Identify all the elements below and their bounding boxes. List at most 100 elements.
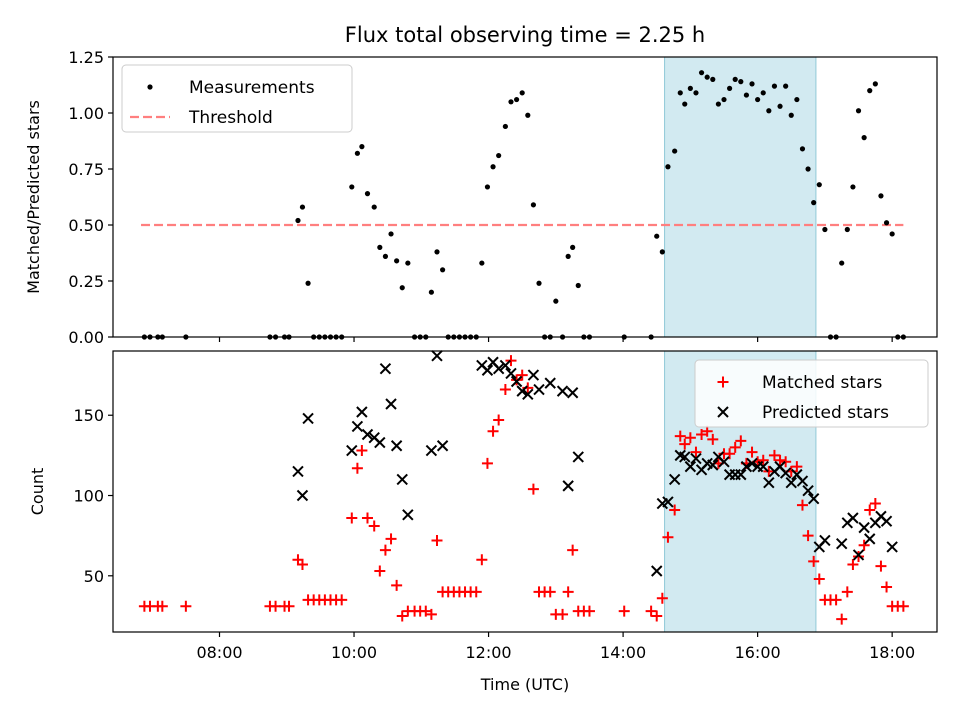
data-point	[431, 350, 443, 362]
data-point	[886, 541, 898, 553]
data-point	[434, 249, 440, 255]
data-point	[799, 146, 806, 152]
data-point	[361, 512, 373, 524]
data-point	[651, 610, 663, 622]
data-point	[493, 414, 505, 426]
data-point	[536, 280, 542, 286]
plot-frame	[112, 56, 938, 338]
data-point	[645, 605, 657, 617]
data-point	[496, 152, 502, 159]
data-point	[841, 586, 853, 598]
data-point	[788, 112, 794, 118]
data-point	[336, 594, 348, 606]
legend-box	[694, 359, 929, 428]
data-point	[830, 594, 842, 606]
data-point	[359, 144, 365, 150]
data-point	[354, 150, 360, 156]
data-point	[296, 559, 308, 571]
data-point	[351, 420, 364, 433]
data-point	[553, 298, 559, 304]
data-point	[738, 79, 744, 85]
data-point	[721, 96, 727, 103]
series-predicted-stars	[292, 350, 898, 577]
y-tick-label: 0.50	[68, 216, 104, 235]
data-point	[726, 85, 733, 91]
legend-label: Matched stars	[762, 373, 882, 393]
data-point	[802, 484, 814, 497]
data-point	[867, 88, 873, 94]
legend-key	[147, 84, 153, 90]
data-point	[516, 369, 528, 381]
data-point	[791, 461, 803, 473]
data-point	[425, 444, 438, 457]
data-point	[768, 449, 780, 461]
data-point	[565, 253, 571, 259]
data-point	[740, 460, 753, 473]
data-point	[889, 231, 895, 237]
x-tick-label: 14:00	[600, 643, 646, 662]
data-point	[878, 193, 884, 199]
y-axis-label: Count	[28, 468, 47, 516]
x-tick-label: 10:00	[331, 643, 377, 662]
data-point	[659, 249, 665, 255]
data-point	[835, 537, 848, 550]
data-point	[346, 512, 358, 524]
data-point	[385, 533, 397, 545]
data-point	[869, 498, 881, 510]
data-point	[679, 438, 691, 450]
data-point	[654, 233, 660, 239]
data-point	[490, 164, 496, 170]
data-point	[476, 554, 488, 566]
data-point	[382, 253, 389, 259]
data-point	[391, 579, 403, 591]
data-point	[729, 441, 741, 453]
data-point	[674, 430, 686, 442]
data-point	[346, 444, 358, 457]
data-point	[499, 384, 511, 396]
data-point	[785, 476, 797, 489]
data-point	[292, 465, 304, 478]
data-point	[402, 509, 414, 521]
data-point	[864, 504, 876, 516]
data-point	[379, 544, 391, 556]
data-point	[618, 605, 630, 617]
data-point	[732, 76, 738, 82]
data-point	[522, 388, 534, 401]
data-point	[296, 489, 309, 502]
data-point	[374, 565, 386, 577]
series-matched-stars	[138, 355, 909, 625]
data-point	[897, 600, 909, 612]
data-point	[527, 369, 540, 381]
data-point	[396, 610, 408, 622]
data-point	[575, 282, 581, 289]
legend-label: Predicted stars	[762, 403, 889, 423]
data-point	[484, 184, 491, 190]
data-point	[570, 244, 576, 250]
figure-title: Flux total observing time = 2.25 h	[345, 23, 705, 47]
data-point	[850, 184, 856, 190]
data-point	[519, 90, 525, 96]
data-point	[707, 459, 719, 471]
data-point	[562, 586, 574, 598]
data-point	[377, 244, 383, 250]
data-point	[405, 260, 411, 266]
y-tick-label: 0.00	[68, 328, 104, 347]
data-point	[684, 460, 697, 473]
data-point	[516, 385, 528, 397]
data-point	[749, 81, 755, 87]
y-tick-label: 1.25	[68, 48, 104, 67]
data-point	[847, 559, 859, 571]
data-point	[696, 428, 708, 440]
data-point	[651, 565, 663, 577]
data-point	[394, 258, 400, 264]
data-point	[470, 586, 482, 598]
data-point	[505, 355, 517, 367]
data-point	[774, 454, 786, 466]
data-point	[351, 462, 363, 474]
data-point	[390, 440, 403, 452]
data-point	[875, 560, 887, 572]
data-point	[481, 457, 493, 469]
data-point	[839, 260, 845, 266]
data-point	[508, 99, 514, 105]
observing-window-span	[664, 56, 817, 338]
